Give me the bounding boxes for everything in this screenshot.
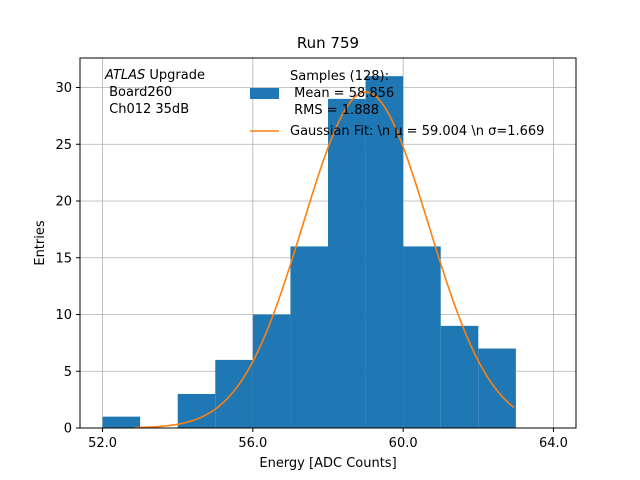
legend-samples-rms: RMS = 1.888 [290, 103, 379, 118]
x-tick-label-2: 60.0 [389, 436, 418, 451]
histogram-bar-0 [102, 416, 141, 428]
y-tick-label-2: 10 [55, 308, 72, 323]
y-tick-label-1: 5 [64, 365, 72, 380]
histogram-bar-4 [252, 314, 291, 428]
legend: Samples (128): Mean = 58.856 RMS = 1.888… [250, 69, 544, 139]
histogram-bars [102, 76, 516, 429]
plot-area-frame [79, 57, 577, 429]
atlas-label: ATLAS [104, 68, 145, 83]
gaussian-fit [134, 91, 515, 429]
upgrade-label: Upgrade [145, 68, 205, 83]
legend-samples-count: Samples (128): [290, 69, 389, 84]
y-tick-label-3: 15 [55, 251, 72, 266]
histogram-bar-6 [328, 98, 366, 429]
axis-ticks: 52.0 56.0 60.0 64.0 0 5 10 15 20 25 30 [55, 81, 567, 451]
x-axis-label: Energy [ADC Counts] [259, 456, 396, 471]
gaussian-fit-curve [134, 91, 515, 429]
chart-title: Run 759 [297, 34, 359, 52]
x-tick-label-3: 64.0 [539, 436, 568, 451]
channel-label: Ch012 35dB [105, 102, 189, 117]
info-annotation: ATLAS Upgrade Board260 Ch012 35dB [104, 68, 205, 117]
x-tick-label-0: 52.0 [88, 436, 117, 451]
histogram-bar-9 [440, 325, 479, 428]
histogram-bar-10 [478, 348, 516, 428]
y-axis-label: Entries [33, 220, 48, 266]
board-label: Board260 [105, 85, 172, 100]
histogram-bar-8 [403, 246, 441, 428]
histogram-bar-5 [290, 246, 328, 428]
histogram-bar-7 [365, 76, 404, 428]
legend-fit-label: Gaussian Fit: \n μ = 59.004 \n σ=1.669 [290, 124, 544, 139]
annotation-line-1: ATLAS Upgrade [104, 68, 205, 83]
legend-bar-swatch [250, 88, 279, 99]
y-tick-label-6: 30 [55, 81, 72, 96]
y-tick-label-4: 20 [55, 195, 72, 210]
y-tick-label-0: 0 [64, 422, 72, 437]
y-tick-label-5: 25 [55, 138, 72, 153]
x-tick-label-1: 56.0 [238, 436, 267, 451]
legend-samples-mean: Mean = 58.856 [290, 86, 394, 101]
